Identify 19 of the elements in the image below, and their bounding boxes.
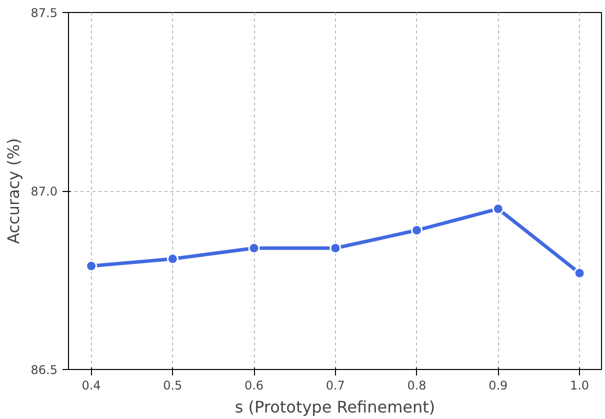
point <box>574 267 586 279</box>
x-tick-label: 0.4 <box>82 378 101 392</box>
x-tick-label: 0.7 <box>326 378 345 392</box>
point <box>248 242 260 254</box>
point <box>166 253 178 265</box>
x-axis-title: s (Prototype Refinement) <box>234 398 436 416</box>
y-axis-title: Accuracy (%) <box>4 138 23 244</box>
y-tick-label: 87.0 <box>30 184 58 198</box>
y-tick-label: 87.5 <box>30 6 58 20</box>
x-tick-label: 0.9 <box>488 378 508 392</box>
point <box>411 224 423 236</box>
x-tick-label: 0.6 <box>244 378 264 392</box>
x-tick-label: 1.0 <box>570 378 590 392</box>
x-tick-label: 0.8 <box>407 378 426 392</box>
point <box>330 242 342 254</box>
point <box>86 260 98 272</box>
x-tick-label: 0.5 <box>163 378 182 392</box>
point <box>492 203 504 215</box>
y-tick-label: 86.5 <box>30 363 58 377</box>
